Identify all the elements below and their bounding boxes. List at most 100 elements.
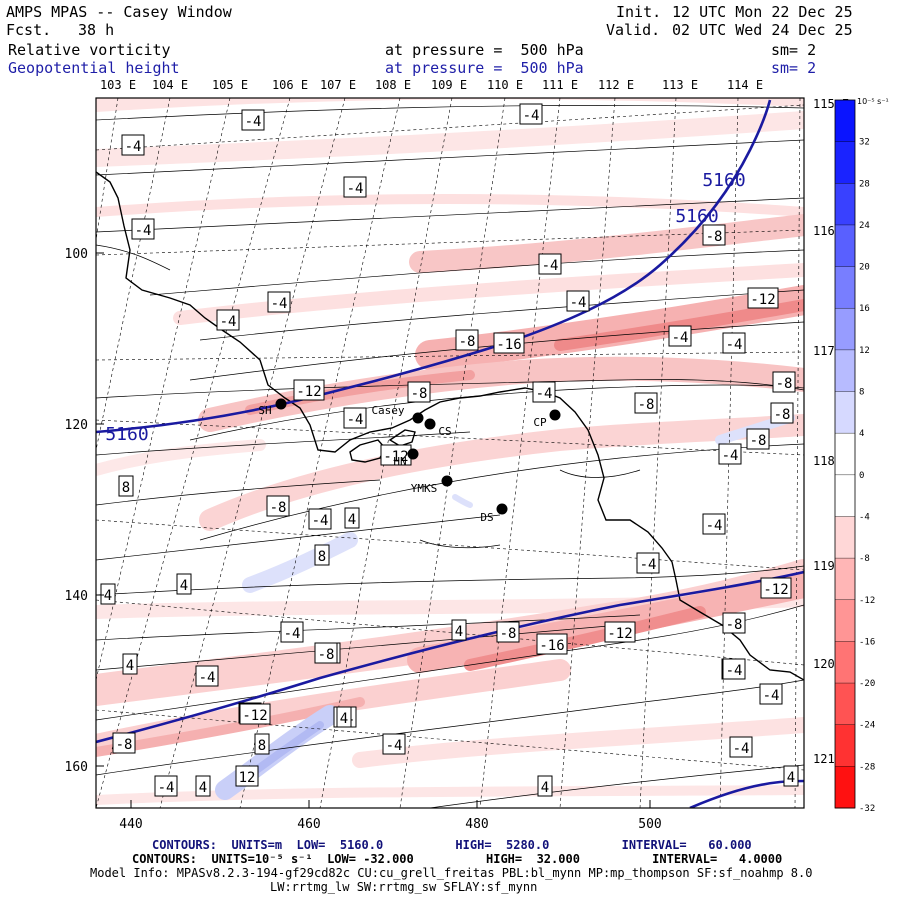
vorticity-label: 8 [258, 738, 266, 754]
init-time: 12 UTC Mon 22 Dec 25 [672, 3, 853, 21]
vorticity-label: -8 [411, 386, 428, 402]
vorticity-label: 4 [455, 624, 463, 640]
height-label: 5160 [675, 206, 718, 227]
colorbar-swatch [835, 141, 855, 184]
vorticity-label: -16 [539, 638, 564, 654]
valid-time: 02 UTC Wed 24 Dec 25 [672, 21, 853, 39]
colorbar-label: -16 [859, 637, 875, 647]
vorticity-label-box [636, 552, 660, 574]
vorticity-label-box [308, 508, 332, 530]
vorticity-label: -4 [542, 258, 559, 274]
vorticity-label: -8 [706, 229, 723, 245]
vorticity-label-box [519, 103, 543, 125]
colorbar-swatch [835, 474, 855, 517]
colorbar-swatch [835, 224, 855, 268]
station-marker [275, 398, 287, 410]
lon-label-top: 114 E [727, 78, 763, 92]
lon-label-top: 103 E [100, 78, 136, 92]
vorticity-label-box [772, 371, 796, 393]
vorticity-label-box [122, 653, 138, 675]
vorticity-label-box [702, 224, 726, 246]
colorbar-label: 4 [859, 429, 864, 439]
x-tick-label: 500 [638, 817, 661, 832]
vorticity-label: -8 [270, 500, 287, 516]
vorticity-label-box [634, 392, 658, 414]
vorticity-label: -8 [459, 334, 476, 350]
vorticity-label-box [783, 765, 799, 787]
y-tick-label: 100 [65, 247, 88, 262]
station-marker [549, 409, 561, 421]
vorticity-label-box [718, 443, 742, 465]
vorticity-label: 4 [180, 578, 188, 594]
field2-name: Geopotential height [8, 59, 180, 77]
lon-label-top: 110 E [487, 78, 523, 92]
vorticity-label-box [760, 577, 792, 599]
vorticity-label: -4 [536, 386, 553, 402]
vorticity-label: 4 [787, 770, 795, 786]
vorticity-label-box [293, 379, 325, 401]
colorbar-label: 32 [859, 138, 870, 148]
vorticity-label-box [343, 407, 367, 429]
vorticity-label-box [343, 176, 367, 198]
height-contour-labels: 5160 5160 5160 [105, 170, 745, 445]
field1-level: at pressure = 500 hPa [385, 41, 584, 59]
vorticity-label: 8 [122, 480, 130, 496]
vorticity-label: -4 [706, 518, 723, 534]
vorticity-label: -8 [116, 737, 133, 753]
station-marker [412, 412, 424, 424]
vorticity-label-box [451, 619, 467, 641]
colorbar-swatch [835, 766, 855, 809]
colorbar-swatch [835, 724, 855, 767]
vorticity-label-box [722, 658, 746, 680]
vorticity-label: -8 [500, 626, 517, 642]
y-tick-label: 120 [65, 418, 88, 433]
station-label: DS [480, 511, 493, 524]
vorticity-label: -12 [750, 292, 775, 308]
vorticity-label-box [747, 287, 779, 309]
vorticity-label: -4 [135, 223, 152, 239]
vorticity-label-box [195, 775, 211, 797]
colorbar-swatch [835, 100, 855, 143]
vorticity-label: -4 [386, 738, 403, 754]
vorticity-label: -4 [284, 626, 301, 642]
plot-frame [95, 97, 805, 809]
vorticity-label: -4 [722, 448, 739, 464]
lon-label-top: 106 E [272, 78, 308, 92]
vorticity-label-box [759, 683, 783, 705]
vorticity-label-box [314, 544, 330, 566]
vorticity-label-box [382, 733, 406, 755]
colorbar-label: -32 [859, 804, 875, 814]
station-label: YMKS [411, 482, 438, 495]
vorticity-label-box [314, 642, 338, 664]
vorticity-label-box [100, 583, 116, 605]
vorticity-label-box [239, 703, 271, 725]
vorticity-label-box [496, 621, 520, 643]
height-label: 5160 [702, 170, 745, 191]
station-label: HN [393, 455, 406, 468]
station-marker [424, 418, 436, 430]
vorticity-label: 4 [104, 588, 112, 604]
colorbar-swatch [835, 599, 855, 642]
vorticity-label-box [195, 665, 219, 687]
colorbar-label: -12 [859, 596, 875, 606]
vorticity-label: -4 [271, 296, 288, 312]
vorticity-label: -4 [570, 295, 587, 311]
vorticity-label: -4 [245, 114, 262, 130]
vorticity-label: -12 [383, 449, 408, 465]
vorticity-label-box [344, 507, 360, 529]
vorticity-label-box [121, 134, 145, 156]
forecast-hour: 38 h [78, 21, 115, 39]
vorticity-label: 4 [126, 658, 134, 674]
vorticity-label: -8 [776, 376, 793, 392]
vorticity-label-box [702, 513, 726, 535]
vorticity-label-box [455, 329, 479, 351]
vorticity-contours [96, 105, 804, 808]
station-markers: SH Casey CS CP HN YMKS DS [258, 398, 561, 524]
colorbar-swatch [835, 349, 855, 393]
vorticity-label: -4 [220, 314, 237, 330]
vorticity-label-box [722, 612, 746, 634]
field2-level: at pressure = 500 hPa [385, 59, 584, 77]
colorbar-label: 16 [859, 304, 870, 314]
vorticity-label: -4 [763, 688, 780, 704]
lon-label-top: 104 E [152, 78, 188, 92]
